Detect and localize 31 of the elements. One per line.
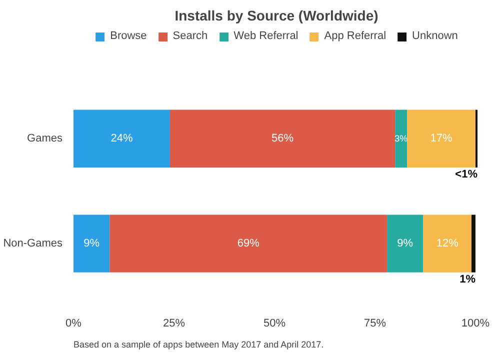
- chart-title: Installs by Source (Worldwide): [174, 8, 378, 24]
- legend-label: App Referral: [324, 30, 386, 42]
- x-tick-label: 25%: [162, 318, 186, 330]
- data-label: <1%: [455, 168, 478, 181]
- bar: [423, 214, 472, 272]
- data-label: 69%: [237, 238, 260, 250]
- y-tick-label: Non-Games: [3, 238, 63, 250]
- data-label: 1%: [460, 273, 476, 286]
- data-label: 9%: [84, 238, 100, 250]
- bar: [170, 110, 396, 168]
- x-tick-label: 0%: [66, 318, 82, 330]
- data-label: 9%: [397, 238, 414, 250]
- bar: [110, 214, 388, 272]
- data-label: 17%: [430, 132, 453, 145]
- bar: [74, 214, 110, 272]
- data-label: 12%: [436, 238, 459, 250]
- legend-label: Unknown: [412, 30, 458, 42]
- bar: [387, 214, 424, 272]
- legend-label: Search: [172, 30, 208, 42]
- legend-label: Browse: [110, 30, 147, 42]
- bar: [74, 110, 170, 168]
- text: Based on a sample of apps between May 2017 and April 2017.: [74, 340, 324, 350]
- x-tick-label: 50%: [263, 318, 286, 330]
- bar: [471, 214, 476, 272]
- data-label: 56%: [272, 132, 294, 145]
- bar: [407, 110, 476, 168]
- data-label: 24%: [110, 132, 133, 145]
- y-tick-label: Games: [27, 132, 63, 145]
- x-tick-label: 100%: [461, 318, 490, 330]
- x-tick-label: 75%: [364, 318, 386, 330]
- legend-label: Web Referral: [234, 30, 298, 42]
